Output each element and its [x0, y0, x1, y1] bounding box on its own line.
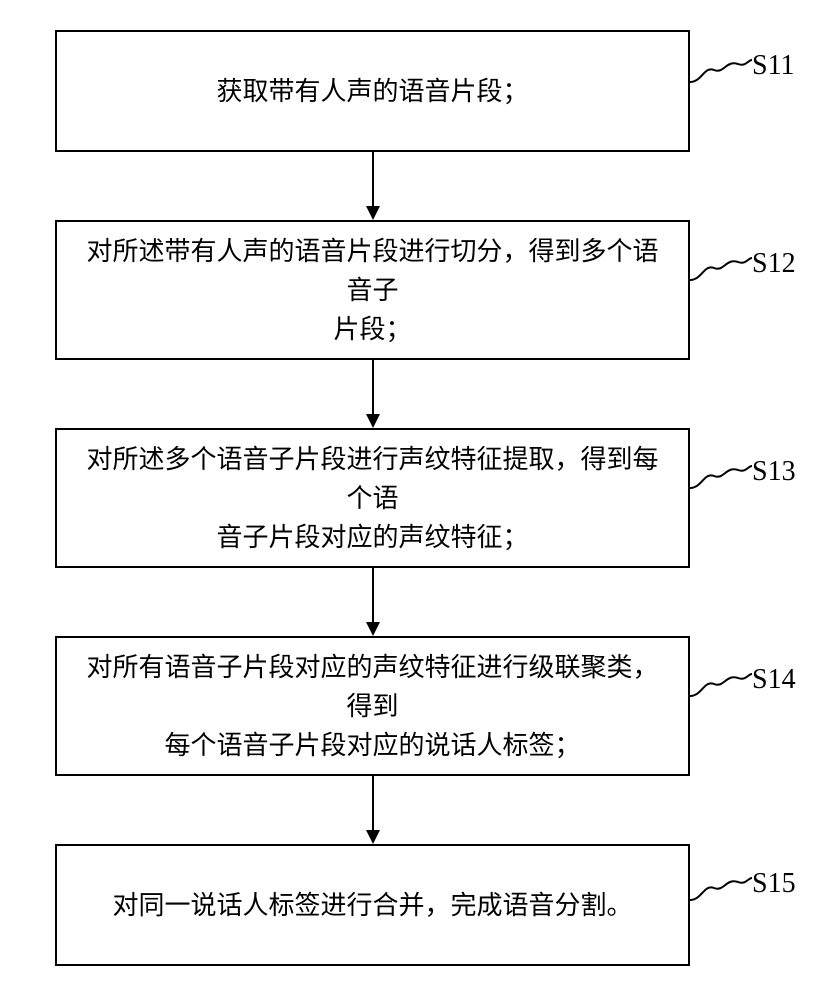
- step-label-s14: S14: [752, 664, 796, 696]
- squiggle-s12: [690, 254, 752, 286]
- flow-node-s13: 对所述多个语音子片段进行声纹特征提取，得到每个语 音子片段对应的声纹特征；: [55, 428, 690, 568]
- step-label-s11: S11: [752, 50, 795, 82]
- arrow-4-5: [362, 776, 384, 844]
- arrow-3-4: [362, 568, 384, 636]
- node-text: 对所有语音子片段对应的声纹特征进行级联聚类，得到 每个语音子片段对应的说话人标签…: [77, 648, 668, 765]
- squiggle-s14: [690, 670, 752, 702]
- squiggle-s13: [690, 462, 752, 494]
- squiggle-s15: [690, 874, 752, 906]
- node-text: 获取带有人声的语音片段；: [216, 72, 528, 111]
- flow-node-s14: 对所有语音子片段对应的声纹特征进行级联聚类，得到 每个语音子片段对应的说话人标签…: [55, 636, 690, 776]
- flow-node-s11: 获取带有人声的语音片段；: [55, 30, 690, 152]
- node-text: 对同一说话人标签进行合并，完成语音分割。: [112, 886, 632, 925]
- arrow-2-3: [362, 360, 384, 428]
- step-label-s13: S13: [752, 456, 796, 488]
- step-label-s15: S15: [752, 868, 796, 900]
- step-label-s12: S12: [752, 248, 796, 280]
- node-text: 对所述多个语音子片段进行声纹特征提取，得到每个语 音子片段对应的声纹特征；: [77, 440, 668, 557]
- node-text: 对所述带有人声的语音片段进行切分，得到多个语音子 片段；: [77, 232, 668, 349]
- squiggle-s11: [690, 56, 752, 88]
- flow-node-s12: 对所述带有人声的语音片段进行切分，得到多个语音子 片段；: [55, 220, 690, 360]
- arrow-1-2: [362, 152, 384, 220]
- flowchart-canvas: 获取带有人声的语音片段； 对所述带有人声的语音片段进行切分，得到多个语音子 片段…: [0, 0, 813, 1000]
- flow-node-s15: 对同一说话人标签进行合并，完成语音分割。: [55, 844, 690, 966]
